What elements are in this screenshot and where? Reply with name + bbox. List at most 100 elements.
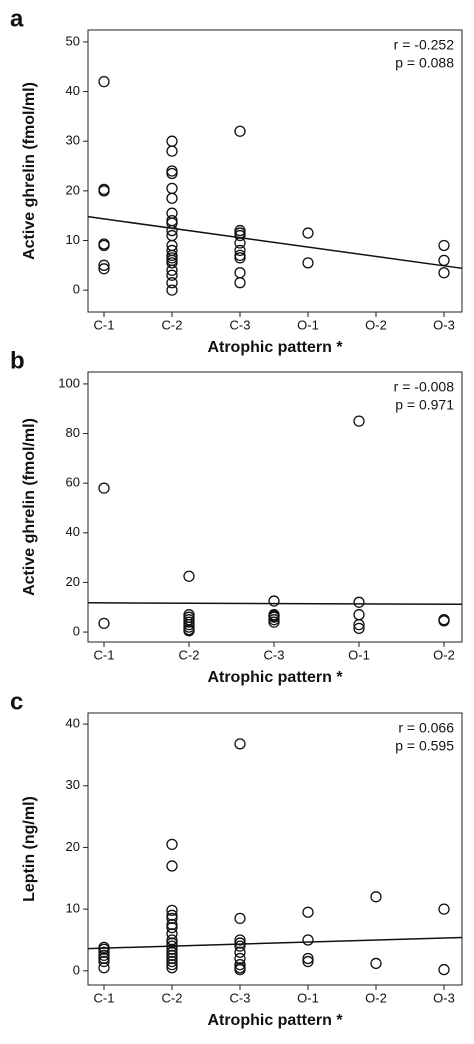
point [234, 277, 246, 289]
point [302, 906, 314, 918]
y-tick-label: 60 [66, 475, 80, 490]
point [166, 224, 178, 237]
point [353, 596, 365, 608]
point [234, 963, 246, 976]
x-tick-label: C-3 [264, 647, 285, 662]
point [166, 912, 178, 925]
point [98, 239, 110, 252]
y-tick-label: 40 [66, 524, 80, 539]
point [370, 891, 382, 903]
point [166, 958, 178, 971]
point [234, 946, 246, 958]
x-tick-label: C-3 [230, 990, 251, 1005]
point [438, 963, 450, 976]
x-tick-label: C-1 [94, 317, 115, 332]
point [166, 264, 178, 276]
y-tick-label: 50 [66, 33, 80, 48]
point [302, 257, 314, 269]
x-tick-label: O-1 [297, 990, 319, 1005]
panel-label: a [10, 5, 24, 32]
point [302, 227, 314, 239]
x-axis-title: Atrophic pattern * [207, 669, 343, 686]
point [234, 738, 246, 750]
point [234, 934, 246, 946]
point [166, 949, 178, 962]
y-tick-label: 40 [66, 83, 80, 98]
point [166, 284, 178, 296]
x-tick-label: O-2 [365, 317, 387, 332]
point [98, 482, 110, 494]
y-tick-label: 0 [73, 624, 80, 639]
annotation: p = 0.971 [395, 397, 454, 413]
point [353, 622, 365, 635]
point [302, 955, 314, 968]
point [166, 135, 178, 147]
point [98, 946, 110, 958]
y-axis-title: Active ghrelin (fmol/ml) [21, 418, 38, 596]
x-tick-label: C-1 [94, 990, 115, 1005]
y-tick-label: 20 [66, 574, 80, 589]
point [438, 267, 450, 279]
y-tick-label: 30 [66, 133, 80, 148]
x-tick-label: O-1 [297, 317, 319, 332]
plot-frame [87, 712, 463, 986]
y-tick-label: 100 [58, 375, 80, 390]
x-tick-label: O-3 [433, 317, 455, 332]
y-tick-label: 40 [66, 716, 80, 731]
x-tick-label: C-3 [230, 317, 251, 332]
x-tick-label: O-2 [433, 647, 455, 662]
point [166, 928, 178, 940]
point [98, 259, 110, 271]
annotation: r = -0.252 [394, 37, 455, 53]
point [166, 145, 178, 157]
x-tick-label: C-2 [179, 647, 200, 662]
point [166, 192, 178, 204]
annotation: r = -0.008 [394, 379, 455, 395]
point [438, 254, 450, 267]
y-tick-label: 20 [66, 839, 80, 854]
panel-label: b [10, 347, 25, 374]
annotation: r = 0.066 [398, 720, 454, 736]
point [166, 943, 178, 955]
point [166, 934, 178, 946]
regression-line [87, 936, 463, 950]
point [166, 904, 178, 917]
y-axis-title: Active ghrelin (fmol/ml) [21, 82, 38, 260]
annotation: p = 0.088 [395, 55, 454, 71]
point [234, 912, 246, 925]
point [234, 940, 246, 952]
point [302, 952, 314, 965]
x-tick-label: C-1 [94, 647, 115, 662]
point [234, 937, 246, 949]
y-axis-title: Leptin (ng/ml) [21, 796, 38, 902]
point [166, 946, 178, 958]
point [234, 244, 246, 257]
plot-frame [87, 371, 463, 643]
point [166, 952, 178, 965]
x-tick-label: O-3 [433, 990, 455, 1005]
point [166, 214, 178, 227]
y-tick-label: 30 [66, 777, 80, 792]
point [166, 838, 178, 851]
point [98, 952, 110, 965]
annotation: p = 0.595 [395, 738, 454, 754]
point [166, 937, 178, 949]
point [302, 934, 314, 946]
y-tick-label: 0 [73, 962, 80, 977]
regression-line [87, 215, 463, 270]
x-tick-label: C-2 [162, 317, 183, 332]
point [234, 267, 246, 279]
point [166, 165, 178, 177]
y-tick-label: 10 [66, 901, 80, 916]
point [183, 625, 195, 637]
y-tick-label: 80 [66, 425, 80, 440]
point [98, 955, 110, 968]
point [353, 618, 365, 631]
x-tick-label: O-2 [365, 990, 387, 1005]
point [166, 277, 178, 289]
x-axis-title: Atrophic pattern * [207, 339, 343, 356]
point [166, 962, 178, 974]
point [166, 167, 178, 180]
point [438, 903, 450, 915]
